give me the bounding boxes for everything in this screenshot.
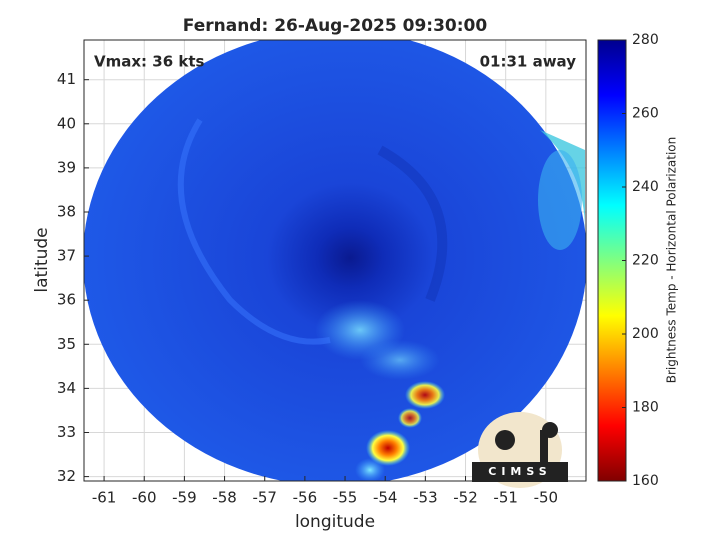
x-tick-label: -61 — [92, 489, 117, 507]
plot-frame — [83, 39, 587, 482]
x-tick-label: -58 — [212, 489, 237, 507]
swath-image — [84, 40, 586, 481]
y-tick-label: 32 — [57, 467, 76, 485]
y-axis-label: latitude — [32, 227, 52, 292]
y-tick-label: 35 — [57, 335, 76, 353]
y-tick-label: 41 — [57, 70, 76, 88]
x-tick-label: -54 — [373, 489, 398, 507]
x-tick-label: -50 — [534, 489, 559, 507]
x-tick-label: -57 — [252, 489, 277, 507]
x-tick-label: -60 — [132, 489, 157, 507]
x-tick-label: -52 — [453, 489, 478, 507]
x-axis-label: longitude — [295, 512, 375, 532]
x-tick-label: -55 — [333, 489, 358, 507]
colorbar-tick-label: 160 — [632, 473, 659, 489]
y-tick-label: 37 — [57, 247, 76, 265]
x-tick-label: -53 — [413, 489, 438, 507]
colorbar-label: Brightness Temp - Horizontal Polarizatio… — [665, 137, 679, 384]
logo-text: CIMSS — [488, 465, 551, 478]
x-tick-label: -59 — [172, 489, 197, 507]
logo: CIMSS — [472, 412, 568, 488]
x-tick-label: -51 — [493, 489, 518, 507]
colorbar-tick-label: 240 — [632, 179, 659, 195]
y-tick-label: 34 — [57, 379, 76, 397]
y-tick-label: 36 — [57, 291, 76, 309]
colorbar-tick-label: 280 — [632, 32, 659, 48]
colorbar-tick-label: 260 — [632, 106, 659, 122]
x-tick-label: -56 — [293, 489, 318, 507]
colorbar-tick-label: 180 — [632, 400, 659, 416]
colorbar-tick-label: 220 — [632, 253, 659, 269]
colorbar-tick-label: 200 — [632, 326, 659, 342]
colorbar — [597, 39, 627, 482]
annotation: Vmax: 36 kts — [94, 53, 204, 71]
chart-title: Fernand: 26-Aug-2025 09:30:00 — [183, 16, 488, 36]
y-tick-label: 40 — [57, 114, 76, 132]
y-tick-label: 39 — [57, 158, 76, 176]
y-tick-label: 38 — [57, 202, 76, 220]
annotation: 01:31 away — [480, 53, 577, 71]
y-tick-label: 33 — [57, 423, 76, 441]
